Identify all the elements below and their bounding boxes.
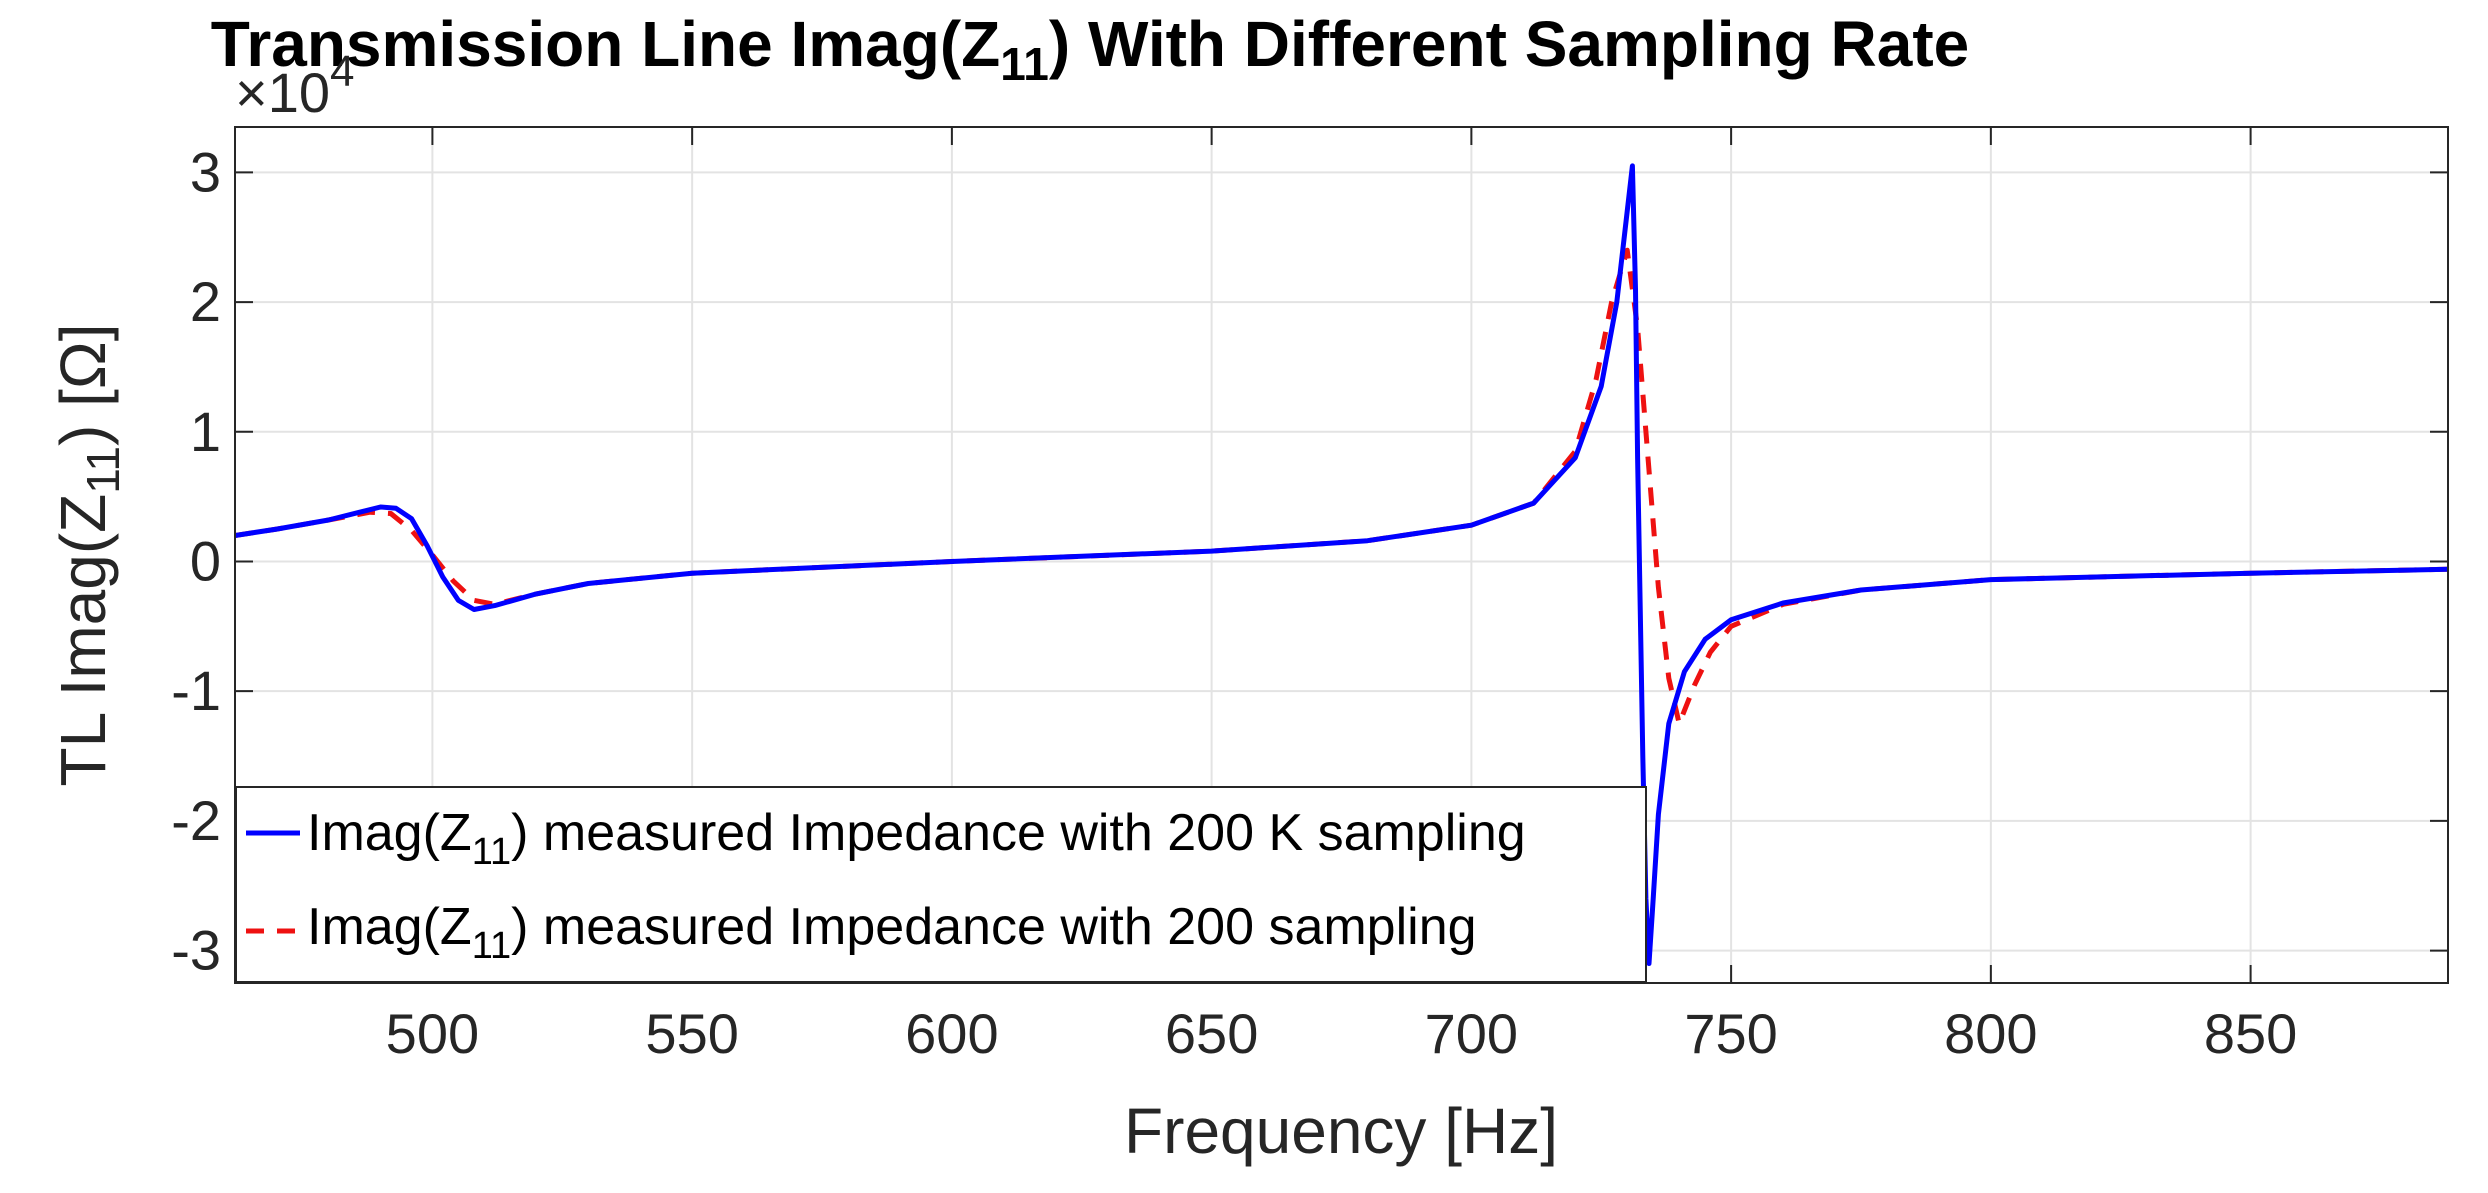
x-tick-label: 850 (2204, 1002, 2297, 1065)
legend-label-200k: Imag(Z11) measured Impedance with 200 K … (307, 804, 1526, 873)
y-tick-label: -1 (171, 659, 221, 722)
y-tick-label: 1 (190, 400, 221, 463)
legend: Imag(Z11) measured Impedance with 200 K … (235, 786, 1647, 983)
series-group (235, 163, 2448, 966)
legend-box (235, 786, 1647, 983)
x-tick-label: 600 (905, 1002, 998, 1065)
x-tick-labels: 500 550 600 650 700 750 800 850 (386, 1002, 2298, 1065)
series-line-200k-sampling (235, 163, 2448, 966)
x-tick-label: 800 (1944, 1002, 2037, 1065)
legend-label-200: Imag(Z11) measured Impedance with 200 sa… (307, 898, 1477, 967)
y-axis-label: TL Imag(Z11) [Ω] (47, 323, 129, 786)
y-tick-label: -3 (171, 919, 221, 982)
y-tick-labels: -3 -2 -1 0 1 2 3 (171, 140, 221, 981)
y-tick-label: 3 (190, 140, 221, 203)
x-tick-label: 500 (386, 1002, 479, 1065)
y-axis-exponent: ×104 (235, 47, 354, 124)
y-tick-label: 0 (190, 529, 221, 592)
x-axis-label: Frequency [Hz] (1124, 1095, 1558, 1167)
y-tick-label: -2 (171, 789, 221, 852)
y-tick-label: 2 (190, 270, 221, 333)
x-tick-label: 650 (1165, 1002, 1258, 1065)
x-tick-label: 700 (1425, 1002, 1518, 1065)
chart-title: Transmission Line Imag(Z11) With Differe… (211, 8, 1969, 90)
x-tick-label: 750 (1684, 1002, 1777, 1065)
x-tick-label: 550 (645, 1002, 738, 1065)
